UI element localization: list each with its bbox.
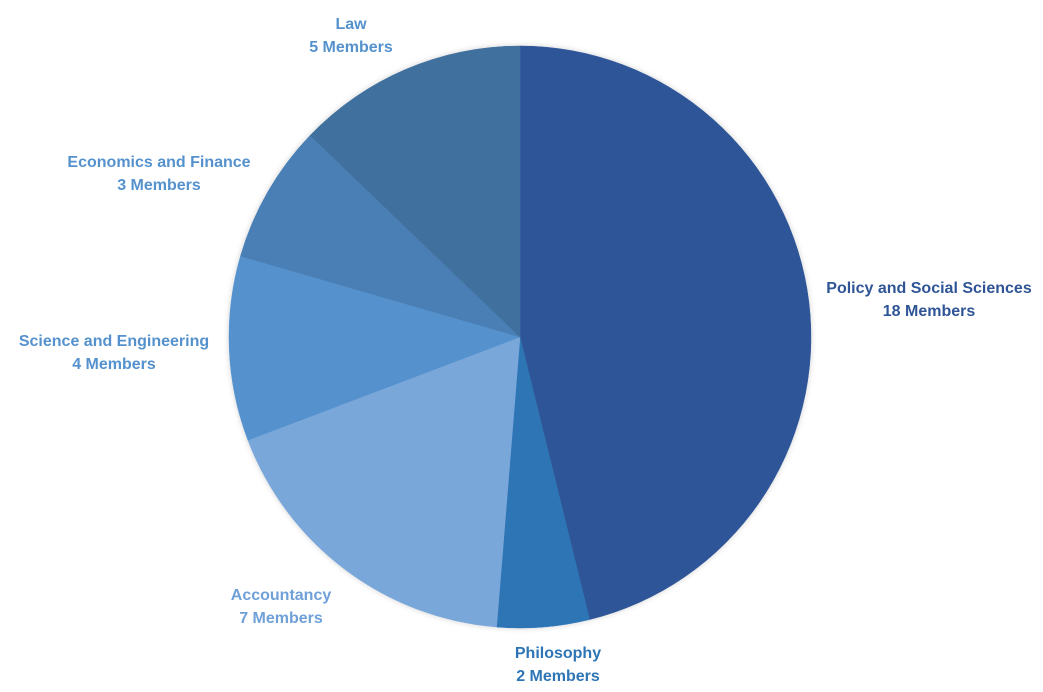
slice-category-label: Accountancy: [231, 587, 332, 604]
slice-value-label: 7 Members: [239, 610, 323, 627]
slice-label-group: Policy and Social Sciences 18 Members: [826, 280, 1032, 320]
slice-value-label: 2 Members: [516, 668, 600, 685]
pie-slice-science-and-engineering: [228, 255, 521, 441]
slice-label-group: Philosophy 2 Members: [515, 645, 601, 685]
slice-category-label: Economics and Finance: [67, 154, 250, 171]
pie-labels: Policy and Social Sciences 18 Members Phil…: [19, 16, 1032, 685]
slice-label-group: Accountancy 7 Members: [231, 587, 332, 627]
slice-category-label: Law: [335, 16, 367, 33]
slice-value-label: 4 Members: [72, 356, 156, 373]
slice-category-label: Policy and Social Sciences: [826, 280, 1032, 297]
pie-slice-accountancy: [247, 336, 521, 628]
slice-value-label: 18 Members: [883, 303, 976, 320]
slice-category-label: Philosophy: [515, 645, 601, 662]
slice-label-group: Science and Engineering 4 Members: [19, 333, 209, 373]
pie-slice-policy-and-social-sciences: [519, 45, 812, 620]
slice-label-group: Economics and Finance 3 Members: [67, 154, 250, 194]
pie-slice-economics-and-finance: [240, 135, 521, 338]
slice-label-group: Law 5 Members: [309, 16, 393, 56]
pie-slice-law: [309, 45, 521, 338]
slice-value-label: 5 Members: [309, 39, 393, 56]
pie-slices: [228, 45, 812, 629]
slice-category-label: Science and Engineering: [19, 333, 209, 350]
slice-value-label: 3 Members: [117, 177, 201, 194]
